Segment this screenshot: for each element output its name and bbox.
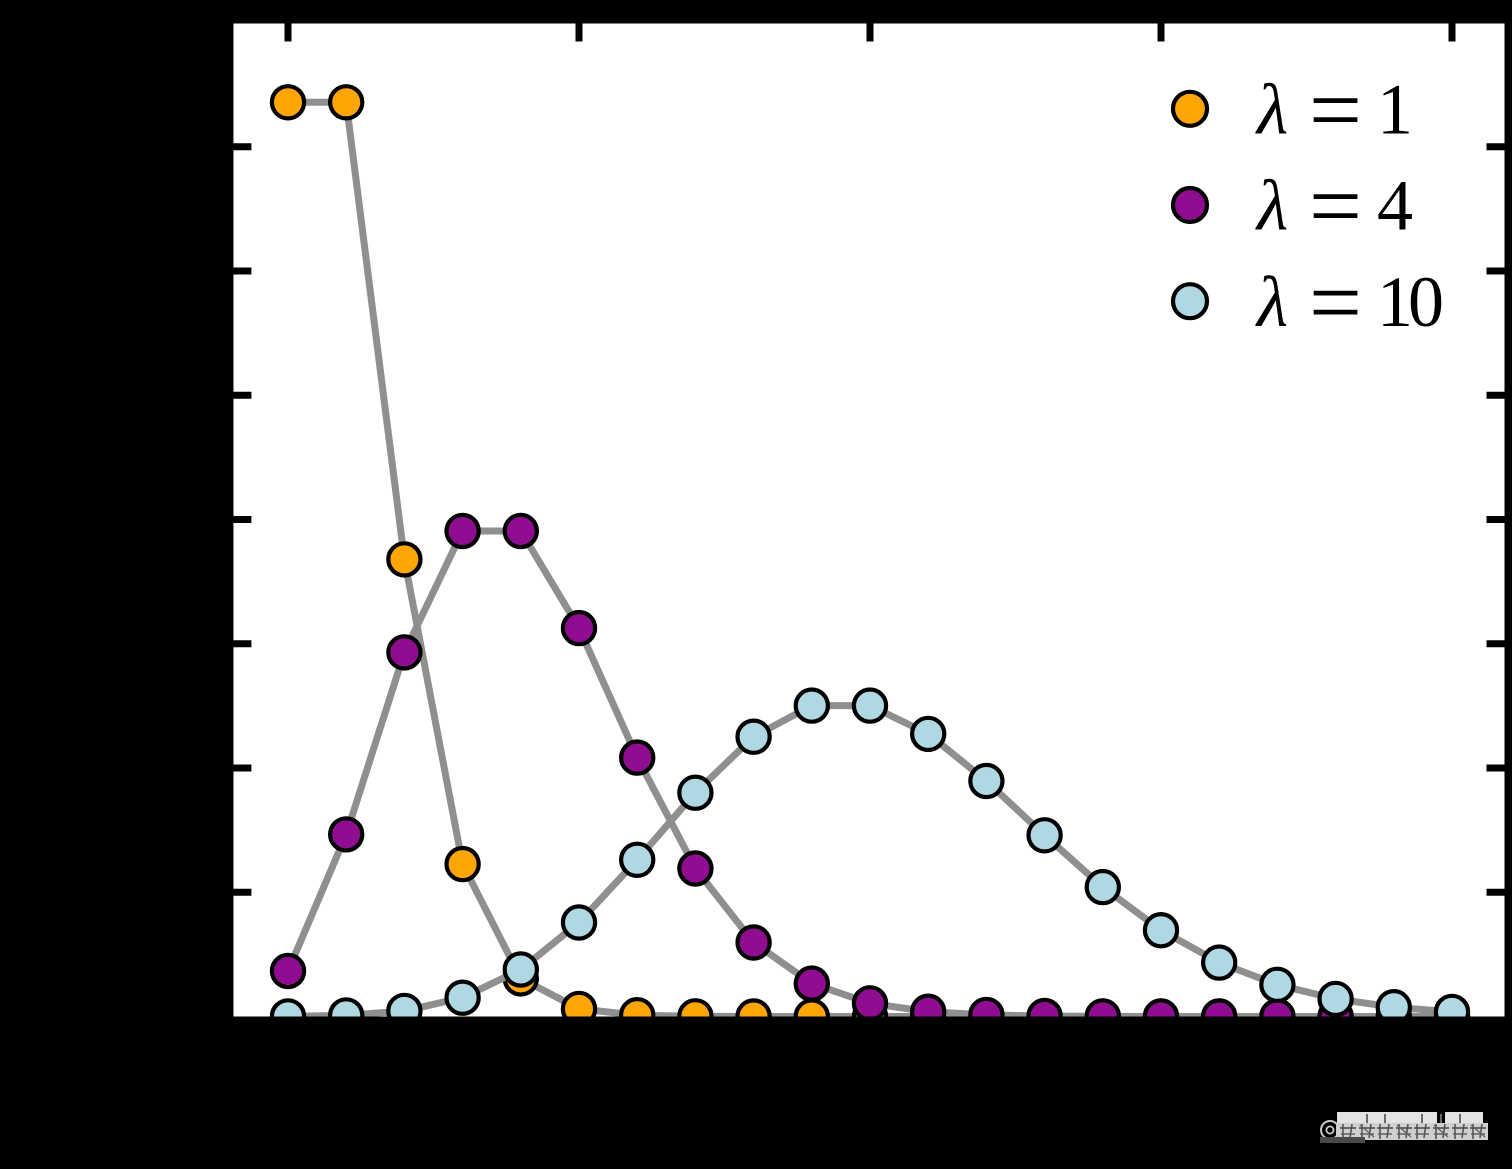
svg-text:λ: λ: [1255, 70, 1288, 150]
svg-text:10: 10: [1377, 262, 1442, 342]
svg-text:4: 4: [1377, 166, 1413, 246]
svg-text:=: =: [1309, 251, 1362, 355]
svg-text:1: 1: [1377, 70, 1413, 150]
svg-text:=: =: [1309, 155, 1362, 259]
svg-text:=: =: [1309, 59, 1362, 163]
svg-text:λ: λ: [1255, 166, 1288, 246]
svg-text:λ: λ: [1255, 262, 1288, 342]
